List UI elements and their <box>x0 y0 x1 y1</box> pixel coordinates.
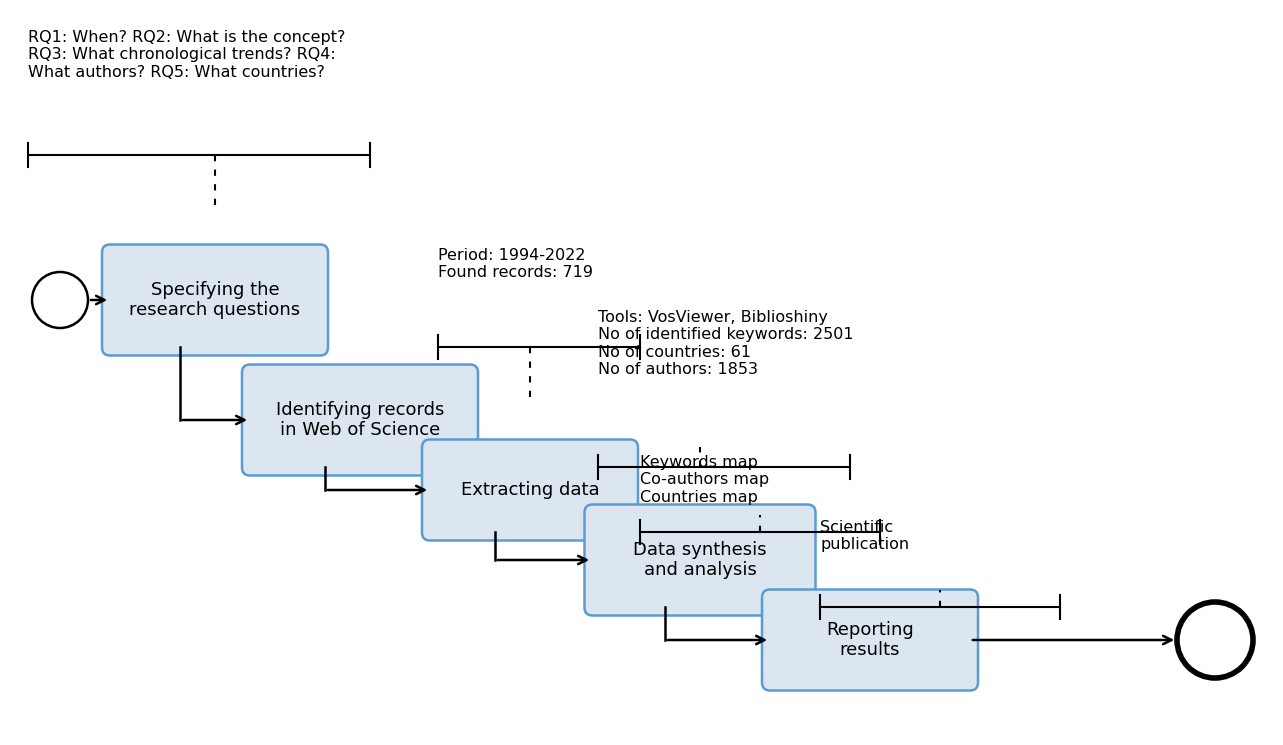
Text: Period: 1994-2022
Found records: 719: Period: 1994-2022 Found records: 719 <box>438 248 593 280</box>
FancyBboxPatch shape <box>242 364 479 475</box>
FancyBboxPatch shape <box>422 440 638 541</box>
Text: Specifying the
research questions: Specifying the research questions <box>130 281 300 320</box>
FancyBboxPatch shape <box>762 589 978 691</box>
Text: Tools: VosViewer, Biblioshiny
No of identified keywords: 2501
No of countries: 6: Tools: VosViewer, Biblioshiny No of iden… <box>598 310 853 377</box>
Text: RQ1: When? RQ2: What is the concept?
RQ3: What chronological trends? RQ4:
What a: RQ1: When? RQ2: What is the concept? RQ3… <box>28 30 345 80</box>
Text: Reporting
results: Reporting results <box>826 621 913 659</box>
FancyBboxPatch shape <box>103 244 328 355</box>
FancyBboxPatch shape <box>585 504 816 615</box>
Text: Scientific
publication: Scientific publication <box>820 520 910 552</box>
Text: Data synthesis
and analysis: Data synthesis and analysis <box>634 541 767 580</box>
Text: Keywords map
Co-authors map
Countries map: Keywords map Co-authors map Countries ma… <box>640 455 769 505</box>
Text: Extracting data: Extracting data <box>461 481 599 499</box>
Text: Identifying records
in Web of Science: Identifying records in Web of Science <box>276 401 444 440</box>
